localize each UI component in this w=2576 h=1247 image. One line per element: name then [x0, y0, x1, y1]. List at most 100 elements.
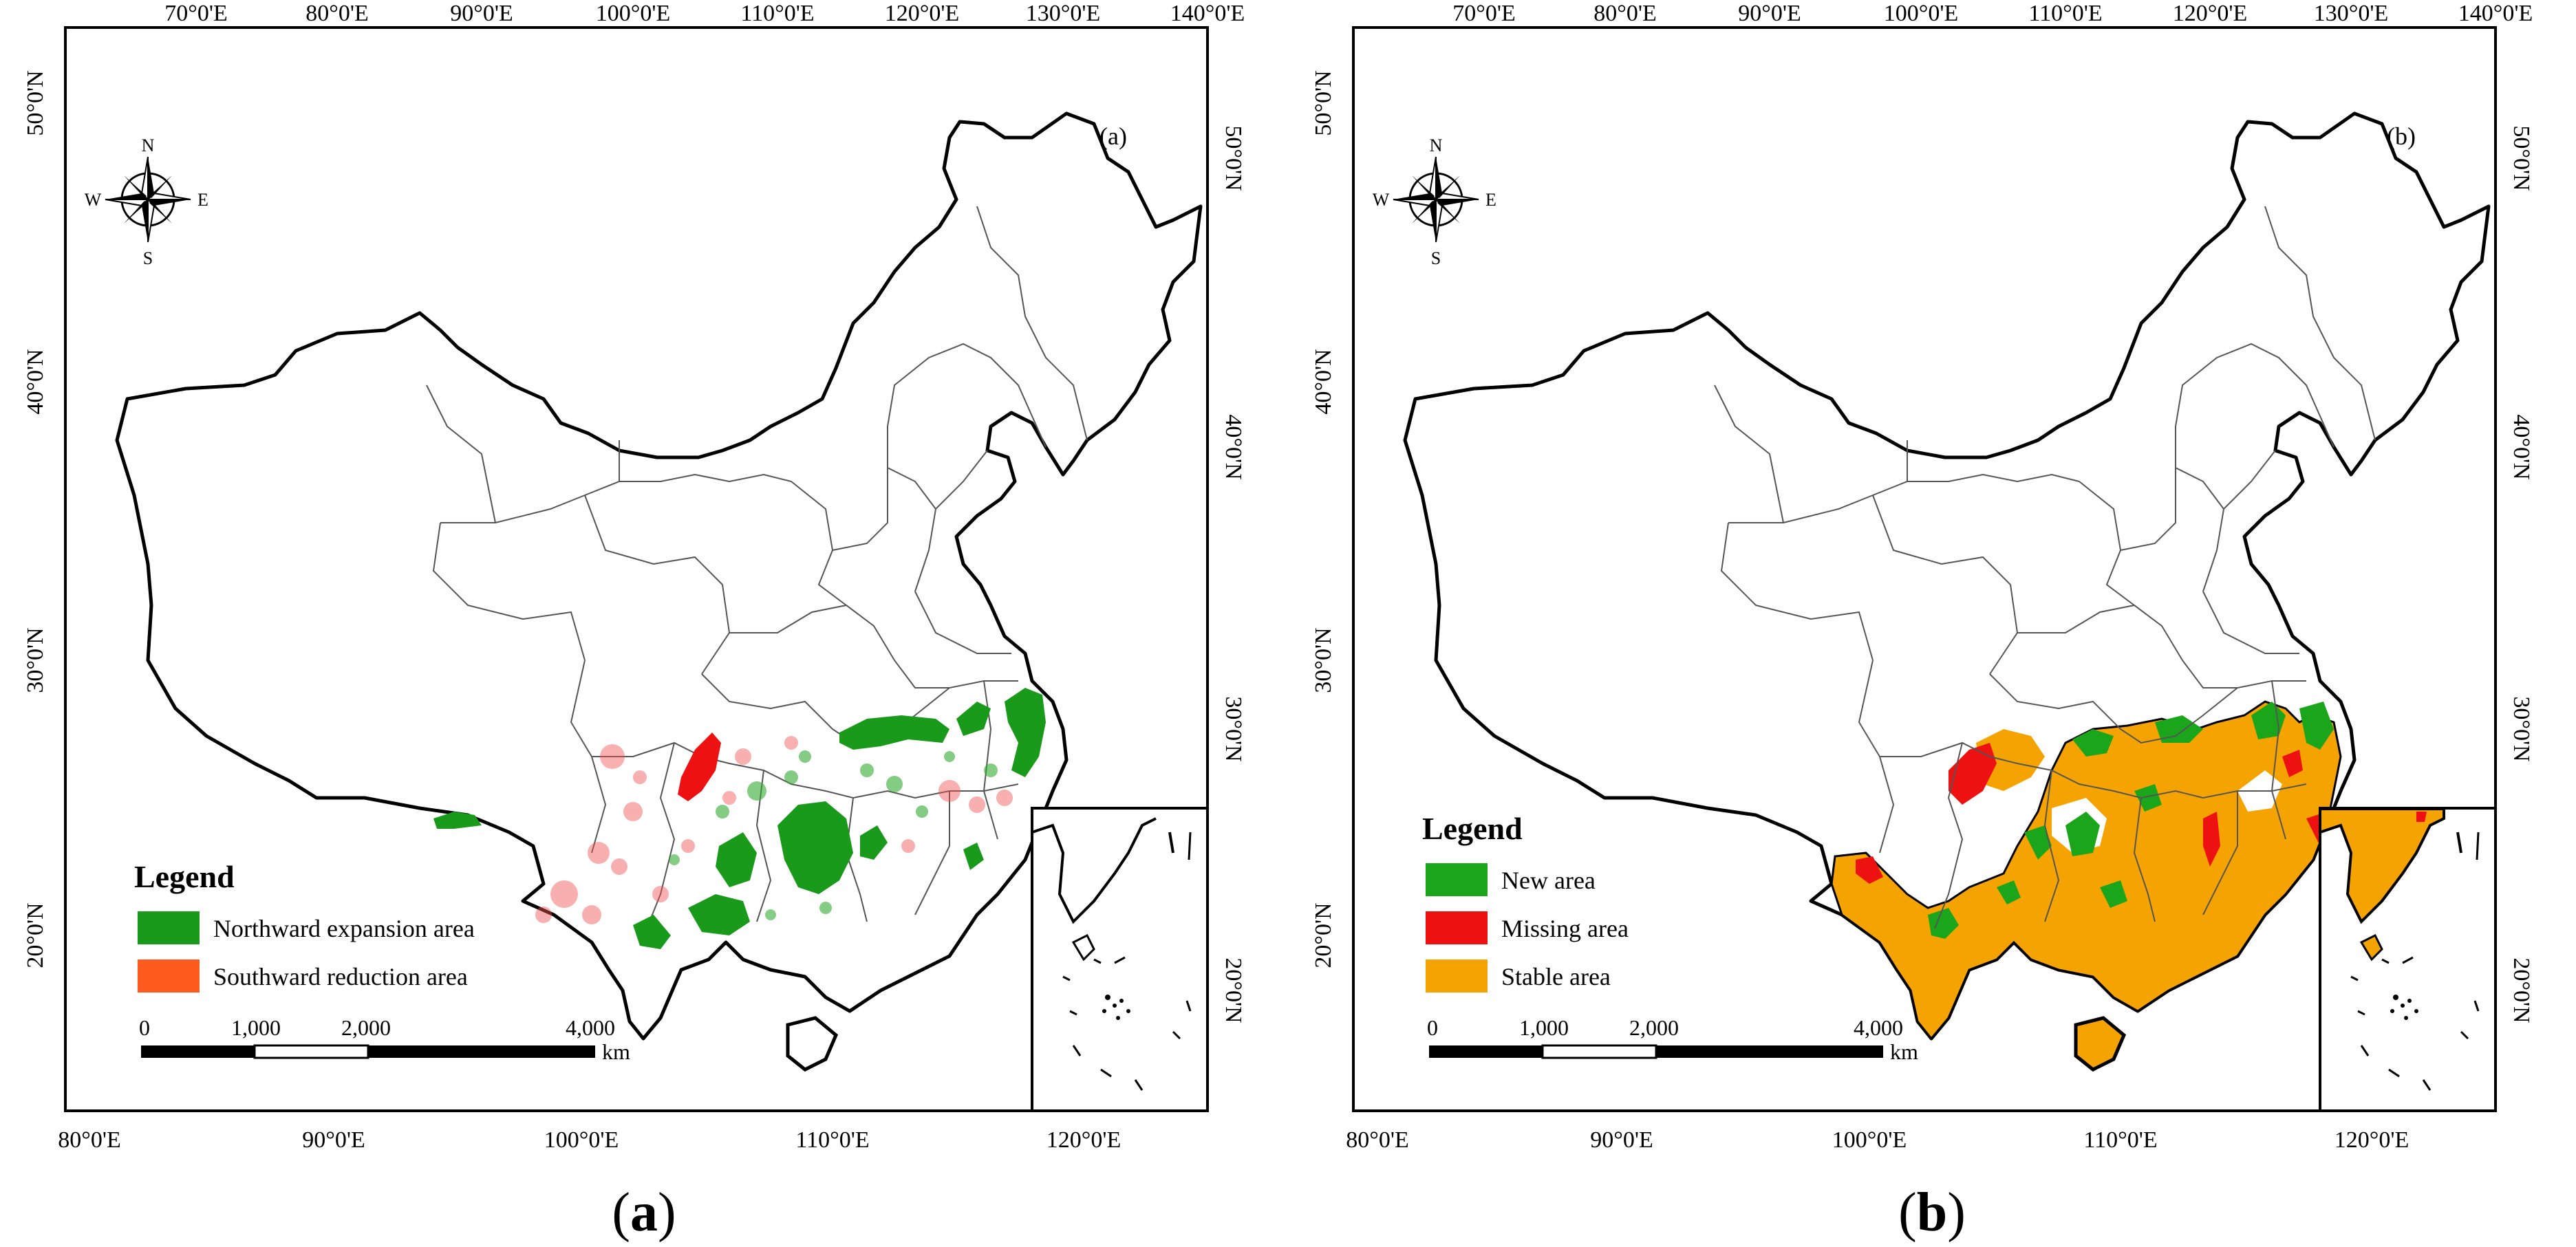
left-tick: 50°0'N — [1311, 70, 1336, 135]
compass-n: N — [142, 135, 155, 155]
top-tick: 90°0'E — [450, 1, 513, 26]
right-tick: 20°0'N — [2509, 957, 2534, 1023]
province-boundaries — [1714, 206, 2376, 929]
province-boundaries — [426, 206, 1088, 929]
top-tick: 110°0'E — [2028, 1, 2102, 26]
scale-bar: 0 1,000 2,000 4,000 km — [1427, 1015, 1918, 1064]
scale-tick: 0 — [139, 1015, 150, 1040]
legend-title: Legend — [134, 859, 235, 894]
legend-swatch-missing — [1426, 911, 1488, 944]
left-tick: 40°0'N — [23, 349, 48, 414]
scale-tick: 2,000 — [341, 1015, 391, 1040]
map-panel-a: 70°0'E 80°0'E 90°0'E 100°0'E 110°0'E 120… — [23, 1, 1246, 1243]
bottom-tick: 90°0'E — [1590, 1127, 1653, 1153]
southward-reduction-area — [535, 733, 1013, 924]
top-tick: 140°0'E — [1170, 1, 1245, 26]
legend-swatch-northward — [138, 911, 200, 944]
top-tick: 80°0'E — [305, 1, 369, 26]
top-tick: 90°0'E — [1738, 1, 1801, 26]
right-tick: 50°0'N — [2509, 125, 2534, 191]
scale-unit: km — [602, 1039, 630, 1064]
legend: Legend New area Missing area Stable area — [1422, 811, 1629, 993]
legend-label-stable: Stable area — [1501, 963, 1611, 990]
left-tick: 20°0'N — [1311, 902, 1336, 968]
compass-w: W — [85, 190, 102, 210]
top-tick: 120°0'E — [885, 1, 960, 26]
right-tick: 20°0'N — [1221, 957, 1246, 1023]
legend-title: Legend — [1422, 811, 1523, 846]
left-axis-ticks: 50°0'N 40°0'N 30°0'N 20°0'N — [23, 70, 48, 968]
top-tick: 100°0'E — [1884, 1, 1959, 26]
stable-area — [1830, 700, 2342, 1041]
panel-caption-a: (a) — [612, 1182, 676, 1243]
hainan-island — [786, 1016, 839, 1072]
legend-label-northward: Northward expansion area — [213, 915, 475, 942]
caption-letter: b — [1916, 1182, 1948, 1243]
compass-e: E — [1485, 190, 1496, 210]
bottom-axis-ticks: 80°0'E 90°0'E 100°0'E 110°0'E 120°0'E — [1346, 1127, 2409, 1153]
map-panel-b: 70°0'E 80°0'E 90°0'E 100°0'E 110°0'E 120… — [1288, 0, 2576, 1247]
bottom-tick: 90°0'E — [302, 1127, 365, 1153]
top-tick: 80°0'E — [1593, 1, 1657, 26]
bottom-tick: 110°0'E — [2083, 1127, 2157, 1153]
right-tick: 30°0'N — [2509, 696, 2534, 761]
northward-expansion-area — [433, 688, 1046, 949]
scale-tick: 1,000 — [231, 1015, 281, 1040]
bottom-tick: 80°0'E — [58, 1127, 121, 1153]
legend: Legend Northward expansion area Southwar… — [134, 859, 475, 993]
compass-s: S — [143, 248, 153, 268]
right-tick: 40°0'N — [2509, 414, 2534, 479]
scale-tick: 1,000 — [1519, 1015, 1569, 1040]
right-axis-ticks: 50°0'N 40°0'N 30°0'N 20°0'N — [1221, 125, 1246, 1023]
left-axis-ticks: 50°0'N 40°0'N 30°0'N 20°0'N — [1311, 70, 1336, 968]
top-tick: 70°0'E — [1452, 1, 1516, 26]
compass-e: E — [197, 190, 208, 210]
compass-w: W — [1373, 190, 1390, 210]
top-tick: 120°0'E — [2173, 1, 2248, 26]
legend-swatch-stable — [1426, 959, 1488, 993]
right-tick: 40°0'N — [1221, 414, 1246, 479]
south-china-sea-inset — [1031, 807, 1209, 1112]
right-tick: 50°0'N — [1221, 125, 1246, 191]
scale-tick: 2,000 — [1629, 1015, 1679, 1040]
top-tick: 110°0'E — [740, 1, 814, 26]
compass-s: S — [1431, 248, 1441, 268]
bottom-tick: 100°0'E — [1832, 1127, 1907, 1153]
left-tick: 20°0'N — [23, 902, 48, 968]
scale-tick: 4,000 — [1854, 1015, 1903, 1040]
top-tick: 140°0'E — [2458, 1, 2533, 26]
bottom-tick: 120°0'E — [1046, 1127, 1121, 1153]
china-outline — [115, 111, 1203, 1041]
northward-expansion-speckles — [669, 750, 998, 920]
top-tick: 130°0'E — [2314, 1, 2389, 26]
legend-label-missing: Missing area — [1501, 915, 1629, 942]
panel-caption-b: (b) — [1898, 1182, 1966, 1243]
map-a-svg: 70°0'E 80°0'E 90°0'E 100°0'E 110°0'E 120… — [23, 1, 1246, 1153]
north-arrow-icon: N S E W — [1373, 135, 1496, 268]
compass-n: N — [1430, 135, 1443, 155]
caption-letter: a — [630, 1182, 658, 1243]
bottom-tick: 110°0'E — [795, 1127, 869, 1153]
scale-bar: 0 1,000 2,000 4,000 km — [139, 1015, 630, 1064]
top-axis-ticks: 70°0'E 80°0'E 90°0'E 100°0'E 110°0'E 120… — [164, 1, 1245, 26]
bottom-tick: 80°0'E — [1346, 1127, 1409, 1153]
left-tick: 30°0'N — [1311, 627, 1336, 693]
legend-swatch-new — [1426, 863, 1488, 896]
map-b-svg: 70°0'E 80°0'E 90°0'E 100°0'E 110°0'E 120… — [1311, 1, 2534, 1153]
bottom-axis-ticks: 80°0'E 90°0'E 100°0'E 110°0'E 120°0'E — [58, 1127, 1121, 1153]
hainan-island — [2074, 1016, 2127, 1072]
north-arrow-icon: N S E W — [85, 135, 208, 268]
left-tick: 50°0'N — [23, 70, 48, 135]
top-tick: 70°0'E — [164, 1, 228, 26]
legend-label-new: New area — [1501, 867, 1596, 894]
scale-unit: km — [1890, 1039, 1918, 1064]
scale-tick: 4,000 — [566, 1015, 615, 1040]
top-tick: 130°0'E — [1026, 1, 1101, 26]
right-tick: 30°0'N — [1221, 696, 1246, 761]
top-tick: 100°0'E — [596, 1, 671, 26]
left-tick: 40°0'N — [1311, 349, 1336, 414]
new-area — [1928, 702, 2334, 939]
bottom-tick: 100°0'E — [544, 1127, 619, 1153]
top-axis-ticks: 70°0'E 80°0'E 90°0'E 100°0'E 110°0'E 120… — [1452, 1, 2533, 26]
left-tick: 30°0'N — [23, 627, 48, 693]
